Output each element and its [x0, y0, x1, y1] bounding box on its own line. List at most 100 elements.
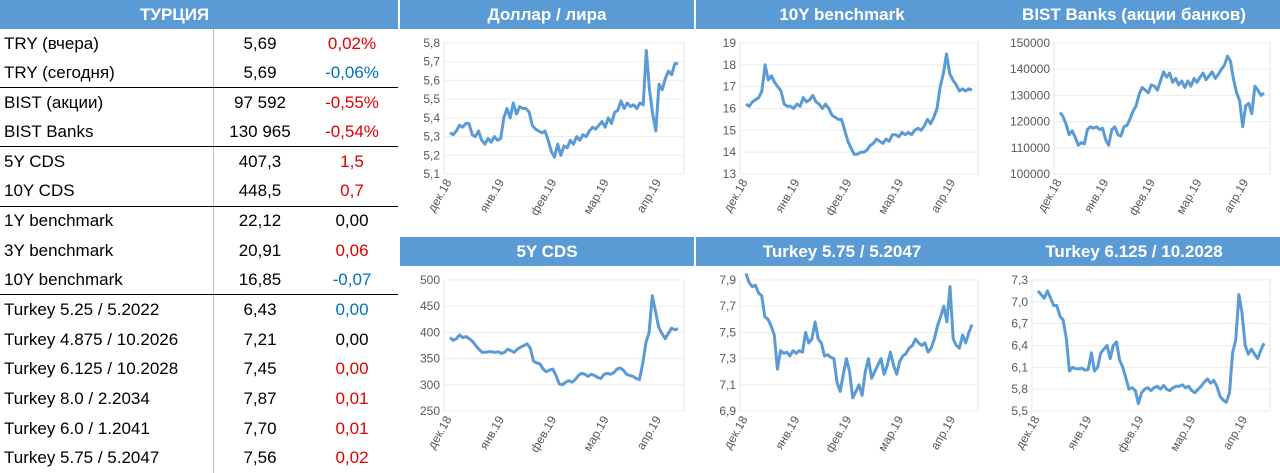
y-tick-label: 5,3: [423, 130, 440, 144]
y-tick-label: 15: [723, 123, 737, 137]
chart-title: BIST Banks (акции банков): [988, 0, 1280, 29]
series-line: [449, 294, 679, 387]
row-value: 7,70: [243, 418, 277, 438]
chart-plot: 100000 110000 120000 130000 140000 150000 дек.…: [1010, 36, 1271, 218]
chart-plot: 5,1 5,2 5,3 5,4 5,5 5,6 5,7 5,8 дек.18 янв.19 фев.…: [423, 36, 685, 218]
y-tick-label: 400: [420, 325, 440, 339]
y-tick-label: 6,4: [1011, 339, 1028, 353]
y-tick-label: 5,5: [423, 92, 440, 106]
table-row: Turkey 8.0 / 2.2034 7,87 0,01: [0, 384, 398, 414]
table-row: BIST Banks 130 965 -0,54%: [0, 117, 398, 148]
chart-title: Доллар / лира: [400, 0, 694, 29]
x-tick-label: янв.19: [1081, 176, 1111, 215]
y-tick-label: 19: [723, 36, 737, 50]
row-name: BIST (акции): [0, 88, 214, 118]
y-tick-label: 7,3: [719, 352, 736, 366]
table-row: 10Y CDS 448,5 0,7: [0, 176, 398, 207]
table-title: ТУРЦИЯ: [0, 0, 398, 29]
y-tick-label: 5,6: [423, 73, 440, 87]
row-name: Turkey 5.25 / 5.2022: [0, 295, 214, 325]
y-tick-label: 7,0: [1011, 295, 1028, 309]
x-tick-label: мар.19: [1173, 176, 1204, 216]
row-change: 0,00: [335, 211, 369, 231]
chart-title: Turkey 6.125 / 10.2028: [988, 237, 1280, 266]
row-value: 5,69: [243, 62, 277, 82]
row-change: -0,06%: [325, 62, 379, 82]
series-line: [745, 52, 973, 156]
y-tick-label: 13: [723, 167, 737, 181]
y-tick-label: 7,5: [719, 325, 736, 339]
row-change: 0,06: [335, 240, 369, 260]
y-tick-label: 500: [420, 273, 440, 287]
y-tick-label: 450: [420, 299, 440, 313]
row-name: Turkey 6.0 / 1.2041: [0, 413, 214, 444]
row-name: Turkey 5.75 / 5.2047: [0, 443, 214, 473]
table-row: Turkey 4.875 / 10.2026 7,21 0,00: [0, 324, 398, 355]
row-value: 20,91: [238, 240, 282, 260]
x-tick-label: фев.19: [1126, 176, 1158, 218]
chart-turkey-2028: Turkey 6.125 / 10.2028 5,5 5,8 6,1 6,4 6,7 7,…: [988, 237, 1280, 473]
x-tick-label: янв.19: [1064, 413, 1094, 452]
table-row: TRY (вчера) 5,69 0,02%: [0, 29, 398, 59]
summary-table: ТУРЦИЯ TRY (вчера) 5,69 0,02% TRY (сегодня)…: [0, 0, 398, 473]
chart-plot: 13 14 15 16 17 18 19 дек.18 янв.19 фев.19 мар.19 ап…: [721, 36, 979, 218]
x-tick-label: янв.19: [772, 413, 802, 452]
y-tick-label: 5,4: [423, 111, 440, 125]
series-line: [449, 49, 678, 159]
row-change: 0,7: [340, 181, 364, 201]
x-tick-label: апр.19: [634, 176, 665, 215]
y-tick-label: 5,7: [423, 55, 440, 69]
y-tick-label: 250: [420, 404, 440, 418]
row-name: Turkey 8.0 / 2.2034: [0, 384, 214, 414]
row-change: 0,00: [335, 300, 369, 320]
row-value: 7,87: [243, 388, 277, 408]
x-tick-label: дек.18: [721, 413, 751, 451]
row-change: -0,54%: [325, 122, 379, 142]
row-value: 22,12: [238, 211, 282, 231]
row-name: TRY (сегодня): [0, 58, 214, 88]
y-tick-label: 7,7: [719, 299, 736, 313]
y-tick-label: 120000: [1010, 115, 1050, 129]
series-line: [1058, 54, 1265, 147]
table-row: TRY (сегодня) 5,69 -0,06%: [0, 58, 398, 89]
series-line: [1036, 289, 1266, 406]
y-tick-label: 6,1: [1011, 360, 1028, 374]
table-row: 3Y benchmark 20,91 0,06: [0, 236, 398, 266]
row-name: 1Y benchmark: [0, 206, 214, 237]
x-tick-label: дек.18: [1035, 176, 1065, 214]
chart-title: 5Y CDS: [400, 237, 694, 266]
row-change: 0,00: [335, 359, 369, 379]
row-change: 0,00: [335, 329, 369, 349]
x-tick-label: фев.19: [527, 413, 559, 455]
table-row: BIST (акции) 97 592 -0,55%: [0, 88, 398, 118]
row-change: -0,55%: [325, 92, 379, 112]
table-row: Turkey 6.0 / 1.2041 7,70 0,01: [0, 413, 398, 444]
row-value: 6,43: [243, 300, 277, 320]
chart-title: 10Y benchmark: [696, 0, 988, 29]
row-change: -0,07: [332, 270, 372, 290]
row-name: 3Y benchmark: [0, 236, 214, 266]
y-tick-label: 18: [723, 58, 737, 72]
row-name: BIST Banks: [0, 117, 214, 147]
x-tick-label: дек.18: [425, 413, 455, 451]
row-value: 97 592: [234, 92, 286, 112]
x-tick-label: фев.19: [527, 176, 559, 218]
row-change: 0,02%: [327, 33, 377, 53]
row-value: 7,56: [243, 448, 277, 468]
x-tick-label: мар.19: [580, 176, 611, 216]
y-tick-label: 5,5: [1011, 404, 1028, 418]
row-value: 448,5: [238, 181, 282, 201]
y-tick-label: 7,9: [719, 273, 736, 287]
x-tick-label: дек.18: [1013, 413, 1043, 451]
chart-bist-banks: BIST Banks (акции банков) 100000 110000 12…: [988, 0, 1280, 236]
table-row: 5Y CDS 407,3 1,5: [0, 147, 398, 177]
table-row: Turkey 6.125 / 10.2028 7,45 0,00: [0, 354, 398, 385]
y-tick-label: 5,8: [423, 36, 440, 50]
chart-usd-try: Доллар / лира 5,1 5,2 5,3 5,4 5,5 5,6 5,7 5,8 де…: [400, 0, 694, 236]
chart-plot: 5,5 5,8 6,1 6,4 6,7 7,0 7,3 дек.18 янв.19 фев.19 м…: [1011, 273, 1271, 455]
y-tick-label: 5,8: [1011, 382, 1028, 396]
x-tick-label: янв.19: [477, 413, 507, 452]
row-value: 407,3: [238, 152, 282, 172]
y-tick-label: 130000: [1010, 88, 1050, 102]
row-name: TRY (вчера): [0, 29, 214, 59]
